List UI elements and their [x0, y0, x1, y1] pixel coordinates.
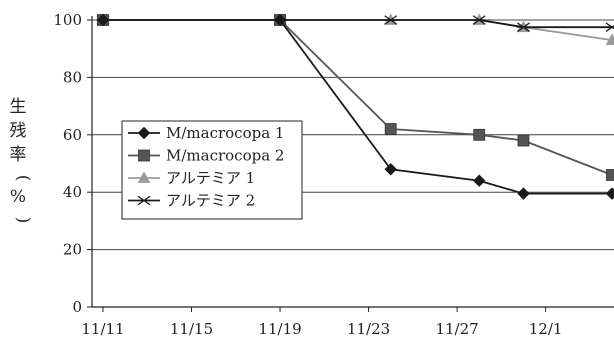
x-tick-label: 11/15: [170, 320, 213, 338]
data-point: [605, 187, 614, 200]
y-axis-label-char: ): [13, 217, 33, 224]
x-tick-label: 11/27: [435, 320, 478, 338]
y-tick-label: 40: [63, 183, 82, 201]
legend-label: M/macrocopa 1: [166, 124, 284, 142]
legend-label: アルテミア 1: [166, 169, 255, 187]
y-axis-label-char: 率: [10, 145, 27, 165]
data-point: [384, 123, 397, 135]
x-tick-label: 12/1: [529, 320, 563, 338]
legend-item: アルテミア 2: [128, 192, 255, 210]
y-axis-label: 生残率 (%): [10, 97, 34, 223]
legend-item: アルテミア 1: [128, 169, 255, 187]
data-point: [384, 163, 397, 176]
legend-item: M/macrocopa 1: [128, 124, 284, 142]
y-axis-ticks: 0 20 40 60 80 100: [53, 11, 92, 316]
legend-label: アルテミア 2: [166, 192, 255, 210]
data-point: [472, 15, 486, 25]
y-axis-label-char: 生: [10, 97, 27, 117]
x-tick-label: 11/23: [347, 320, 390, 338]
legend-marker: [138, 149, 150, 162]
data-point: [517, 134, 530, 147]
data-point: [516, 22, 531, 32]
data-point: [517, 187, 530, 200]
y-tick-label: 0: [72, 298, 82, 316]
series-line: [103, 19, 613, 41]
series-1: [96, 13, 614, 200]
data-point: [605, 22, 614, 32]
data-point: [605, 33, 614, 45]
data-point: [273, 13, 287, 27]
data-series: [96, 13, 614, 200]
y-tick-label: 60: [63, 126, 82, 144]
y-axis-label-char: (: [13, 175, 33, 182]
legend-label: M/macrocopa 2: [166, 147, 284, 165]
y-tick-label: 100: [53, 11, 82, 29]
axes: [91, 16, 614, 308]
x-tick-label: 11/11: [81, 320, 124, 338]
x-tick-label: 11/19: [258, 320, 301, 338]
y-tick-label: 80: [63, 68, 82, 86]
data-point: [96, 13, 110, 27]
legend-item: M/macrocopa 2: [128, 147, 284, 165]
x-axis-ticks: 11/11 11/15 11/19 11/23 11/27 12/1: [81, 307, 562, 338]
legend: M/macrocopa 1 M/macrocopa 2 アルテミア 1 アルテミア 2: [121, 120, 303, 220]
legend-marker: [137, 126, 151, 140]
data-point: [473, 128, 486, 141]
series-3: [96, 13, 614, 45]
data-point: [473, 174, 486, 187]
legend-marker: [137, 171, 151, 183]
y-axis-label-char: %: [10, 187, 26, 207]
legend-marker: [137, 195, 151, 206]
series-line: [103, 19, 612, 29]
series-line: [103, 19, 612, 195]
y-tick-label: 20: [63, 241, 82, 259]
legend-box: [121, 120, 303, 220]
y-axis-label-char: 残: [10, 121, 27, 141]
data-point: [606, 169, 614, 181]
data-point: [384, 15, 398, 25]
